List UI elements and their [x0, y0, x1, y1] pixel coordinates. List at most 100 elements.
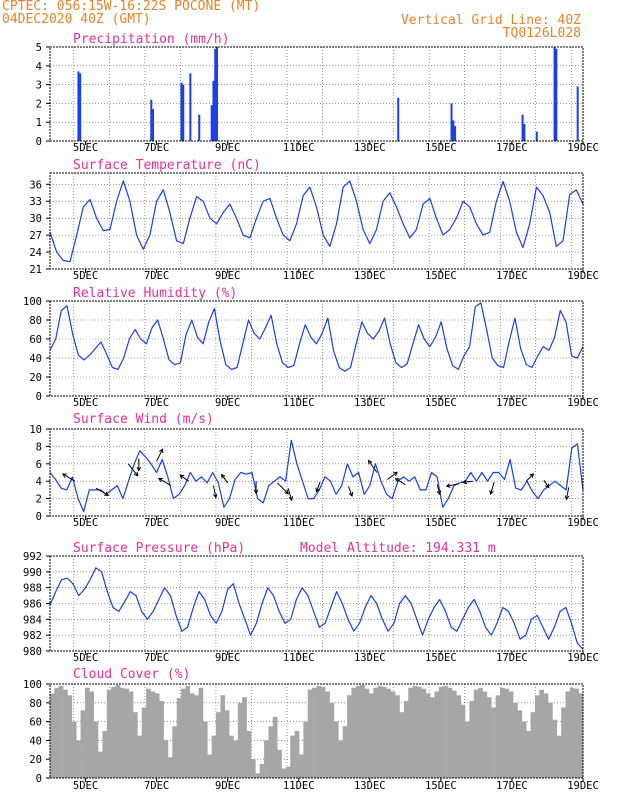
- cloud-bar: [119, 687, 125, 778]
- x-tick-label: 19DEC: [567, 780, 599, 792]
- cloud-bar: [233, 740, 239, 778]
- y-tick-label: 60: [29, 717, 42, 729]
- cloud-bar: [216, 712, 221, 778]
- x-tick-label: 17DEC: [496, 142, 528, 154]
- cloud-bar: [534, 695, 540, 778]
- wind-arrow-head: [284, 489, 289, 495]
- wind-arrow-head: [367, 459, 373, 465]
- cloud-bar: [84, 687, 90, 778]
- cloud-bar: [539, 689, 544, 778]
- panel-title: Precipitation (mm/h): [73, 32, 230, 47]
- cloud-bar: [390, 691, 396, 778]
- cloud-bar: [386, 688, 392, 778]
- wind-arrow: [490, 481, 495, 495]
- panel-5: [46, 683, 584, 782]
- precip-bar: [214, 48, 217, 141]
- cloud-bar: [548, 702, 553, 778]
- wind-arrow-head: [445, 483, 451, 488]
- cloud-bar: [268, 726, 274, 778]
- wind-arrow: [565, 487, 570, 500]
- wind-arrow-head: [288, 496, 293, 502]
- x-tick-label: 9DEC: [215, 397, 240, 409]
- cloud-bar: [312, 687, 317, 778]
- cloud-bar: [285, 766, 291, 778]
- cloud-bar: [281, 768, 287, 778]
- series-line: [49, 439, 584, 513]
- panel-frame: [49, 683, 584, 779]
- y-tick-label: 2: [36, 494, 42, 506]
- cloud-bar: [89, 691, 94, 778]
- wind-arrow: [525, 473, 534, 482]
- x-tick-label: 11DEC: [283, 397, 315, 409]
- wind-arrow: [127, 463, 139, 477]
- cloud-bar: [272, 716, 278, 778]
- cloud-bar: [342, 726, 348, 778]
- header-location: CPTEC: 056:15W-16:22S POCONE (MT): [2, 0, 261, 14]
- y-tick-label: 0: [36, 391, 42, 403]
- x-tick-label: 7DEC: [144, 270, 169, 282]
- x-tick-label: 13DEC: [354, 652, 386, 664]
- cloud-bar: [124, 688, 129, 778]
- series-line: [49, 180, 584, 263]
- cloud-bar: [416, 686, 422, 778]
- wind-arrow-head: [489, 490, 494, 496]
- cloud-bar: [303, 721, 309, 778]
- cloud-bar: [146, 688, 151, 778]
- wind-arrow-head: [462, 479, 468, 485]
- cloud-bar: [54, 687, 60, 778]
- y-tick-label: 20: [29, 372, 42, 384]
- wind-arrow: [315, 481, 321, 492]
- cloud-bar: [290, 735, 295, 778]
- wind-arrow-head: [564, 495, 570, 501]
- cloud-bar: [63, 689, 68, 778]
- cloud-bar: [478, 687, 483, 778]
- cloud-bar: [495, 695, 501, 778]
- precip-bar: [152, 109, 155, 141]
- wind-arrow: [368, 460, 378, 473]
- y-tick-label: 986: [23, 599, 42, 611]
- x-tick-label: 15DEC: [425, 780, 457, 792]
- x-tick-label: 17DEC: [496, 780, 528, 792]
- cloud-bar: [141, 707, 147, 778]
- cloud-bar: [207, 754, 212, 778]
- cloud-bar: [185, 685, 191, 778]
- cloud-bar: [456, 695, 461, 778]
- x-tick-label: 9DEC: [215, 780, 240, 792]
- cloud-bar: [237, 702, 243, 778]
- cloud-bar: [211, 735, 217, 778]
- precip-bar: [77, 71, 80, 141]
- precip-bar: [397, 97, 400, 141]
- cloud-bar: [133, 712, 138, 778]
- y-tick-label: 20: [29, 754, 42, 766]
- panel-1: [46, 172, 584, 273]
- cloud-bar: [526, 731, 531, 778]
- cloud-bar: [561, 707, 566, 778]
- cloud-bar: [491, 707, 496, 778]
- x-tick-label: 5DEC: [73, 142, 98, 154]
- cloud-bar: [198, 687, 204, 778]
- y-tick-label: 30: [29, 213, 42, 225]
- precip-bar: [79, 73, 82, 141]
- cloud-bar: [316, 685, 322, 778]
- cloud-bar: [71, 721, 77, 778]
- x-tick-label: 11DEC: [283, 652, 315, 664]
- panel-title: Cloud Cover (%): [73, 667, 190, 682]
- x-tick-label: 15DEC: [425, 652, 457, 664]
- wind-arrow: [395, 478, 406, 486]
- cloud-bar: [521, 721, 527, 778]
- wind-arrow: [543, 480, 550, 488]
- cloud-bar: [76, 740, 81, 778]
- x-tick-label: 5DEC: [73, 780, 98, 792]
- wind-arrow: [387, 471, 398, 480]
- cloud-bar: [360, 684, 365, 778]
- cloud-bar: [172, 726, 177, 778]
- x-tick-label: 13DEC: [354, 517, 386, 529]
- precip-bar: [523, 124, 526, 141]
- cloud-bar: [106, 689, 112, 778]
- panel-frame: [49, 172, 584, 270]
- x-tick-label: 13DEC: [354, 397, 386, 409]
- cloud-bar: [364, 688, 370, 778]
- wind-arrow: [348, 486, 353, 497]
- cloud-bar: [395, 695, 400, 778]
- cloud-bar: [565, 691, 571, 778]
